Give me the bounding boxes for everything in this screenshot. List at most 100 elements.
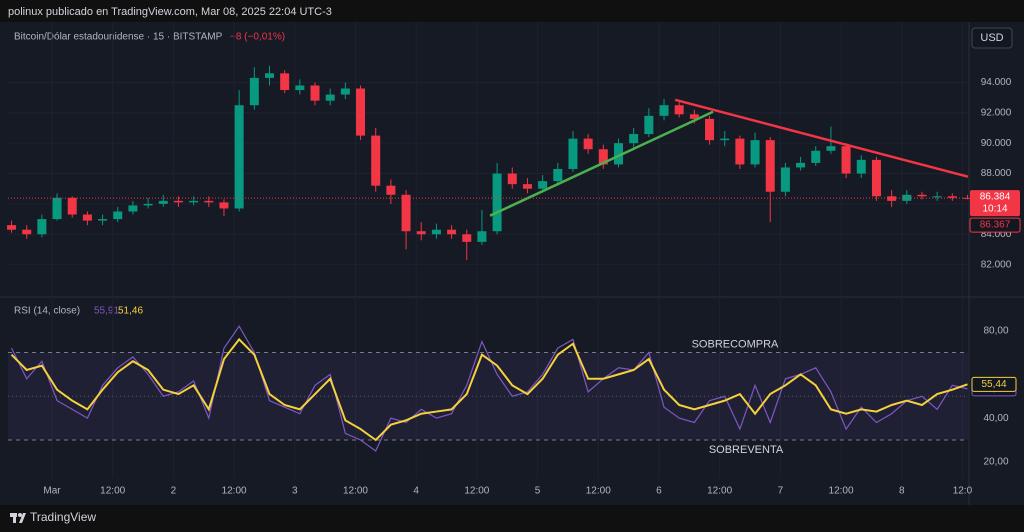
candle-body [401, 194, 411, 232]
publish-info: polinux publicado en TradingView.com, Ma… [8, 6, 332, 18]
candle-body [204, 200, 214, 203]
candle-body [735, 138, 745, 165]
candle-body [492, 173, 502, 232]
candle-body [325, 94, 335, 101]
x-tick-label: 2 [171, 486, 177, 497]
last-price-label: 86.384 [980, 192, 1011, 203]
y-tick-label: 80,00 [983, 325, 1008, 336]
x-tick-label: 12:00 [222, 486, 247, 497]
candle-body [902, 194, 912, 201]
candle-body [826, 146, 836, 151]
candle-body [780, 167, 790, 192]
x-tick-label: 12:00 [707, 486, 732, 497]
candle-body [295, 85, 305, 91]
candle-body [249, 77, 259, 106]
y-tick-label: 20,00 [983, 457, 1008, 468]
x-tick-label: 5 [535, 486, 541, 497]
candle-body [340, 88, 350, 95]
x-tick-label: 7 [778, 486, 784, 497]
candle-body [841, 146, 851, 174]
x-tick-label: 4 [413, 486, 419, 497]
candle-body [113, 211, 123, 220]
bid-label: 86.367 [980, 220, 1011, 231]
candle-body [750, 140, 760, 165]
x-tick-label: 12:00 [100, 486, 125, 497]
candle-body [538, 181, 548, 189]
band-label: SOBRECOMPRA [692, 338, 779, 350]
candle-body [629, 134, 639, 144]
y-tick-label: 88.000 [981, 168, 1012, 179]
candle-body [7, 225, 17, 230]
candle-body [887, 196, 897, 201]
rsi-legend-value: 51,46 [118, 306, 143, 317]
candle-body [37, 219, 47, 235]
candle-body [143, 203, 153, 206]
last-value-box [971, 376, 1017, 392]
y-tick-label: 82.000 [981, 259, 1012, 270]
x-tick-label: Mar [43, 486, 61, 497]
candle-body [264, 73, 274, 78]
candle-body [765, 140, 775, 192]
candle-body [128, 205, 138, 212]
currency: USD [980, 32, 1003, 44]
candle-body [416, 231, 426, 235]
candle-body [568, 138, 578, 169]
x-tick-label: 12:00 [586, 486, 611, 497]
x-tick-label: 6 [656, 486, 662, 497]
candle-body [356, 88, 366, 136]
candle-body [659, 105, 669, 116]
candle-body [932, 196, 942, 198]
candle-body [189, 200, 199, 203]
candle-body [98, 219, 108, 221]
x-tick-label: 12:0 [953, 486, 973, 497]
bid-box [969, 217, 1021, 233]
y-tick-label: 84.000 [981, 229, 1012, 240]
candle-body [583, 138, 593, 150]
top-bar [0, 0, 1024, 22]
candle-body [796, 162, 806, 168]
candle-body [158, 200, 168, 204]
candle-body [947, 196, 957, 198]
candle-body [431, 229, 441, 235]
candle-body [856, 159, 866, 174]
y-tick-label: 40,00 [983, 413, 1008, 424]
candle-body [962, 197, 972, 199]
candle-body [447, 229, 457, 235]
countdown: 10:14 [982, 204, 1007, 215]
x-tick-label: 8 [899, 486, 905, 497]
candle-body [917, 194, 927, 197]
y-tick-label: 90.000 [981, 138, 1012, 149]
currency-button[interactable] [971, 27, 1013, 49]
candle-body [234, 105, 244, 209]
candle-body [67, 197, 77, 215]
candle-body [507, 173, 517, 185]
footer-bar [0, 505, 1024, 532]
rsi-title: RSI (14, close) [14, 306, 80, 317]
last-value-label: 55,44 [981, 379, 1006, 390]
candle-body [720, 138, 730, 141]
band-label: SOBREVENTA [709, 444, 784, 456]
trendline [674, 98, 969, 178]
candle-body [705, 118, 715, 141]
candle-body [82, 214, 92, 221]
x-tick-label: 12:00 [464, 486, 489, 497]
candle-body [462, 234, 472, 242]
candle-body [310, 85, 320, 101]
candle-body [598, 149, 608, 165]
x-tick-label: 3 [292, 486, 298, 497]
x-tick-label: 12:00 [829, 486, 854, 497]
candle-body [219, 202, 229, 209]
candle-body [371, 135, 381, 186]
rsi-line [10, 337, 968, 442]
candle-body [674, 105, 684, 115]
y-tick-label: 92.000 [981, 107, 1012, 118]
candle-body [613, 143, 623, 165]
candle-body [173, 200, 183, 203]
last-price-box [970, 190, 1020, 217]
candle-body [280, 73, 290, 91]
candle-body [522, 184, 532, 189]
candle-body [871, 159, 881, 197]
candle-body [644, 115, 654, 135]
price-change: −8 (−0,01%) [230, 32, 285, 43]
